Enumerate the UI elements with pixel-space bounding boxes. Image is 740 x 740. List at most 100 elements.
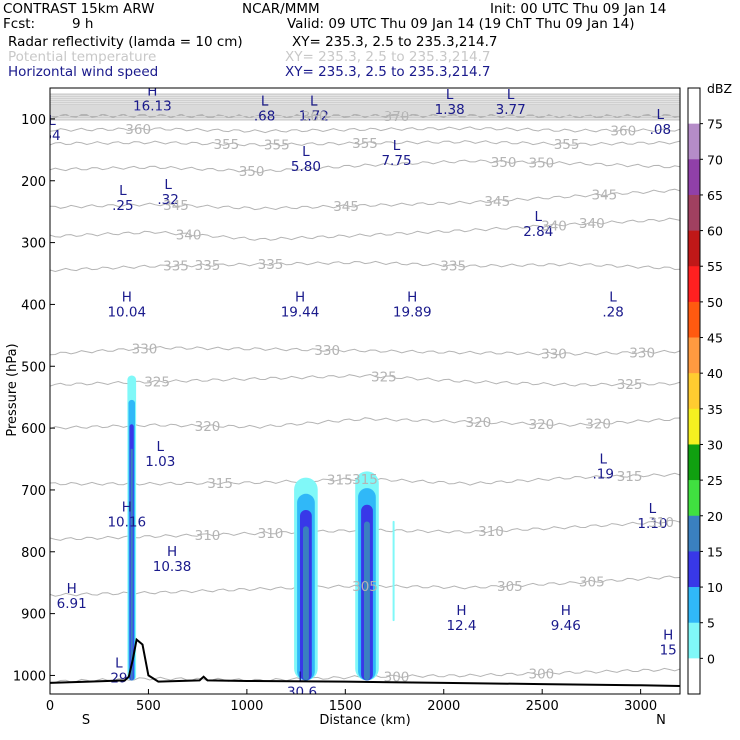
theta-label: 310: [258, 526, 284, 542]
wind-extremum-value-9: .25: [112, 198, 133, 214]
theta-label: 325: [144, 375, 170, 391]
theta-label: 355: [554, 137, 580, 153]
wind-extremum-type-13: H: [295, 289, 305, 305]
colorbar-swatch: [688, 88, 700, 124]
theta-label: 340: [579, 216, 605, 232]
colorbar-level-label: 45: [707, 331, 723, 346]
theta-label: 345: [163, 198, 189, 214]
wind-extremum-type-25: L: [115, 655, 123, 671]
wind-extremum-type-23: H: [561, 603, 571, 619]
wind-extremum-type-4: L: [446, 87, 454, 103]
theta-label: 370: [384, 109, 410, 125]
forecast-label: Fcst:: [3, 16, 36, 32]
wind-extremum-type-7: L: [302, 144, 310, 160]
wind-extremum-type-1: H: [147, 83, 157, 99]
colorbar-level-label: 30: [707, 437, 723, 452]
theta-label: 335: [258, 257, 284, 273]
valid-time: Valid: 09 UTC Thu 09 Jan 14 (19 ChT Thu …: [287, 16, 635, 32]
wind-extremum-type-0: L: [48, 113, 56, 129]
wind-extremum-type-9: L: [119, 183, 127, 199]
figure-header: CONTRAST 15km ARW NCAR/MMM Init: 00 UTC …: [0, 0, 740, 90]
wind-extremum-type-21: H: [67, 581, 77, 597]
theta-contour-360: [50, 126, 680, 134]
theta-contour-350: [50, 159, 680, 174]
colorbar-level-label: 55: [707, 259, 723, 274]
field-name-wind: Horizontal wind speed: [8, 64, 159, 80]
wind-extremum-value-8: 7.75: [381, 153, 411, 169]
theta-label: 350: [491, 155, 517, 171]
wind-extremum-value-1: 16.13: [133, 98, 172, 114]
y-tick-label: 800: [21, 546, 46, 561]
wind-extremum-type-2: L: [261, 93, 269, 109]
theta-label: 300: [529, 666, 555, 682]
x-tick-label: 500: [136, 699, 161, 714]
theta-label: 355: [214, 137, 240, 153]
theta-label: 350: [239, 164, 265, 180]
wind-extremum-value-2: .68: [254, 108, 275, 124]
colorbar-level-label: 75: [707, 117, 723, 132]
init-time: Init: 00 UTC Thu 09 Jan 14: [490, 1, 667, 17]
y-tick-label: 600: [21, 422, 46, 437]
wind-extremum-value-6: .08: [650, 122, 671, 138]
field-xy-wind: XY= 235.3, 2.5 to 235.3,214.7: [285, 64, 491, 80]
colorbar-level-label: 10: [707, 580, 723, 595]
wind-extremum-type-16: L: [156, 439, 164, 455]
y-tick-label: 300: [21, 237, 46, 252]
theta-label: 310: [195, 528, 221, 544]
wind-extremum-value-11: 2.84: [523, 224, 553, 240]
colorbar-level-label: 65: [707, 188, 723, 203]
theta-label: 330: [314, 343, 340, 359]
reflectivity-cell-2-20dbz: [364, 521, 370, 681]
colorbar-level-label: 70: [707, 152, 723, 167]
wind-extremum-type-6: L: [657, 107, 665, 123]
y-axis-title: Pressure (hPa): [5, 343, 20, 436]
colorbar-swatch: [688, 230, 700, 267]
theta-label: 340: [176, 227, 202, 243]
wind-extremum-value-18: 10.16: [107, 515, 146, 531]
wind-extremum-type-20: H: [167, 544, 177, 560]
theta-label: 345: [484, 194, 510, 210]
theta-label: 310: [478, 524, 504, 540]
y-tick-label: 700: [21, 484, 46, 499]
theta-label: 335: [440, 258, 466, 274]
wind-extremum-value-12: 10.04: [107, 304, 146, 320]
field-xy-theta: XY= 235.3, 2.5 to 235.3,214.7: [285, 49, 491, 65]
colorbar-swatch: [688, 373, 700, 410]
theta-label: 315: [617, 469, 643, 485]
y-tick-label: 500: [21, 360, 46, 375]
colorbar-level-label: 25: [707, 473, 723, 488]
theta-label: 310: [648, 515, 674, 531]
colorbar-swatch: [688, 587, 700, 624]
colorbar-swatch: [688, 444, 700, 481]
colorbar-level-label: 5: [707, 616, 715, 631]
x-tick-label: 1000: [230, 699, 263, 714]
wind-extremum-value-25: 29: [110, 670, 127, 686]
wind-extremum-value-22: 12.4: [446, 618, 476, 634]
theta-label: 330: [132, 341, 158, 357]
theta-label: 355: [264, 138, 290, 154]
wind-extremum-type-18: H: [122, 500, 132, 516]
x-tick-label: 2500: [526, 699, 559, 714]
x-end-label-north: N: [656, 713, 666, 728]
y-tick-label: 100: [21, 113, 46, 128]
x-tick-label: 3000: [624, 699, 657, 714]
theta-label: 315: [352, 472, 378, 488]
colorbar-swatch: [688, 337, 700, 374]
wind-extremum-value-15: .28: [602, 304, 623, 320]
colorbar-swatch: [688, 301, 700, 338]
wind-extremum-type-26: L: [298, 670, 306, 686]
terrain-line: [50, 637, 680, 687]
theta-contour-355: [50, 140, 680, 147]
wind-extremum-value-26: 30.6: [287, 685, 317, 701]
x-end-label-south: S: [82, 713, 90, 728]
theta-label: 320: [585, 417, 611, 433]
colorbar-level-label: 40: [707, 366, 723, 381]
wind-extremum-type-19: L: [649, 501, 657, 517]
colorbar-swatch: [688, 266, 700, 303]
theta-contour-345: [50, 188, 680, 211]
wind-extremum-type-8: L: [393, 138, 401, 154]
org-label: NCAR/MMM: [242, 1, 320, 17]
theta-label: 305: [497, 579, 523, 595]
